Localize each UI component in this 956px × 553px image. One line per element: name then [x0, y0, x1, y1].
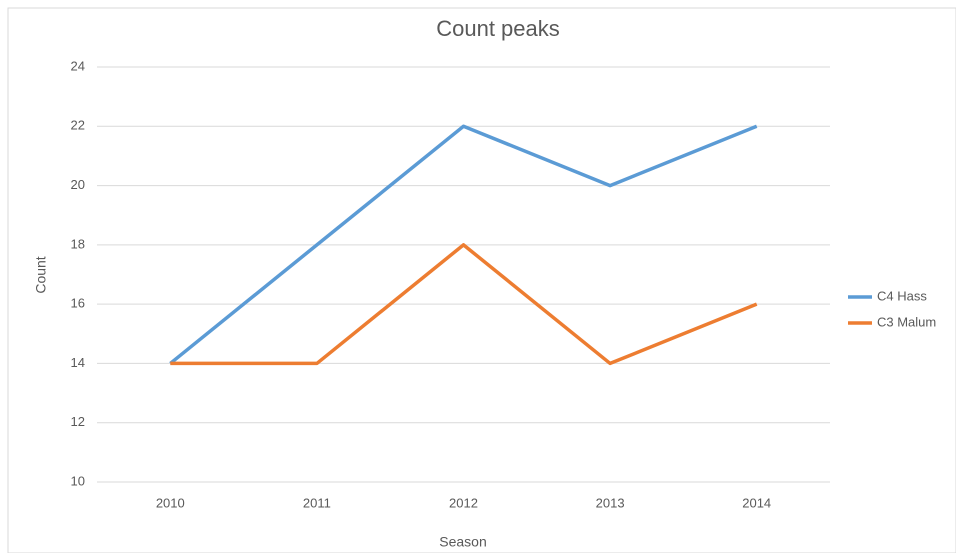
x-tick-label: 2013	[596, 495, 625, 510]
x-tick-label: 2011	[303, 495, 331, 510]
y-tick-label: 24	[71, 58, 85, 73]
legend-label: C4 Hass	[877, 288, 927, 303]
x-tick-label: 2014	[742, 495, 771, 510]
chart-frame	[7, 7, 956, 553]
y-tick-label: 18	[71, 236, 85, 251]
x-axis-label: Season	[439, 534, 486, 550]
y-tick-label: 20	[71, 177, 85, 192]
y-tick-label: 22	[71, 118, 85, 133]
chart-title: Count peaks	[436, 16, 560, 41]
series-line	[169, 124, 758, 365]
y-tick-label: 10	[71, 473, 85, 488]
series-line	[170, 243, 758, 366]
x-tick-label: 2010	[156, 495, 185, 510]
y-tick-label: 12	[71, 414, 85, 429]
y-tick-label: 16	[71, 296, 85, 311]
legend-label: C3 Malum	[877, 314, 936, 329]
y-tick-label: 14	[71, 355, 85, 370]
y-axis-label: Count	[33, 256, 49, 293]
x-tick-label: 2012	[449, 495, 478, 510]
